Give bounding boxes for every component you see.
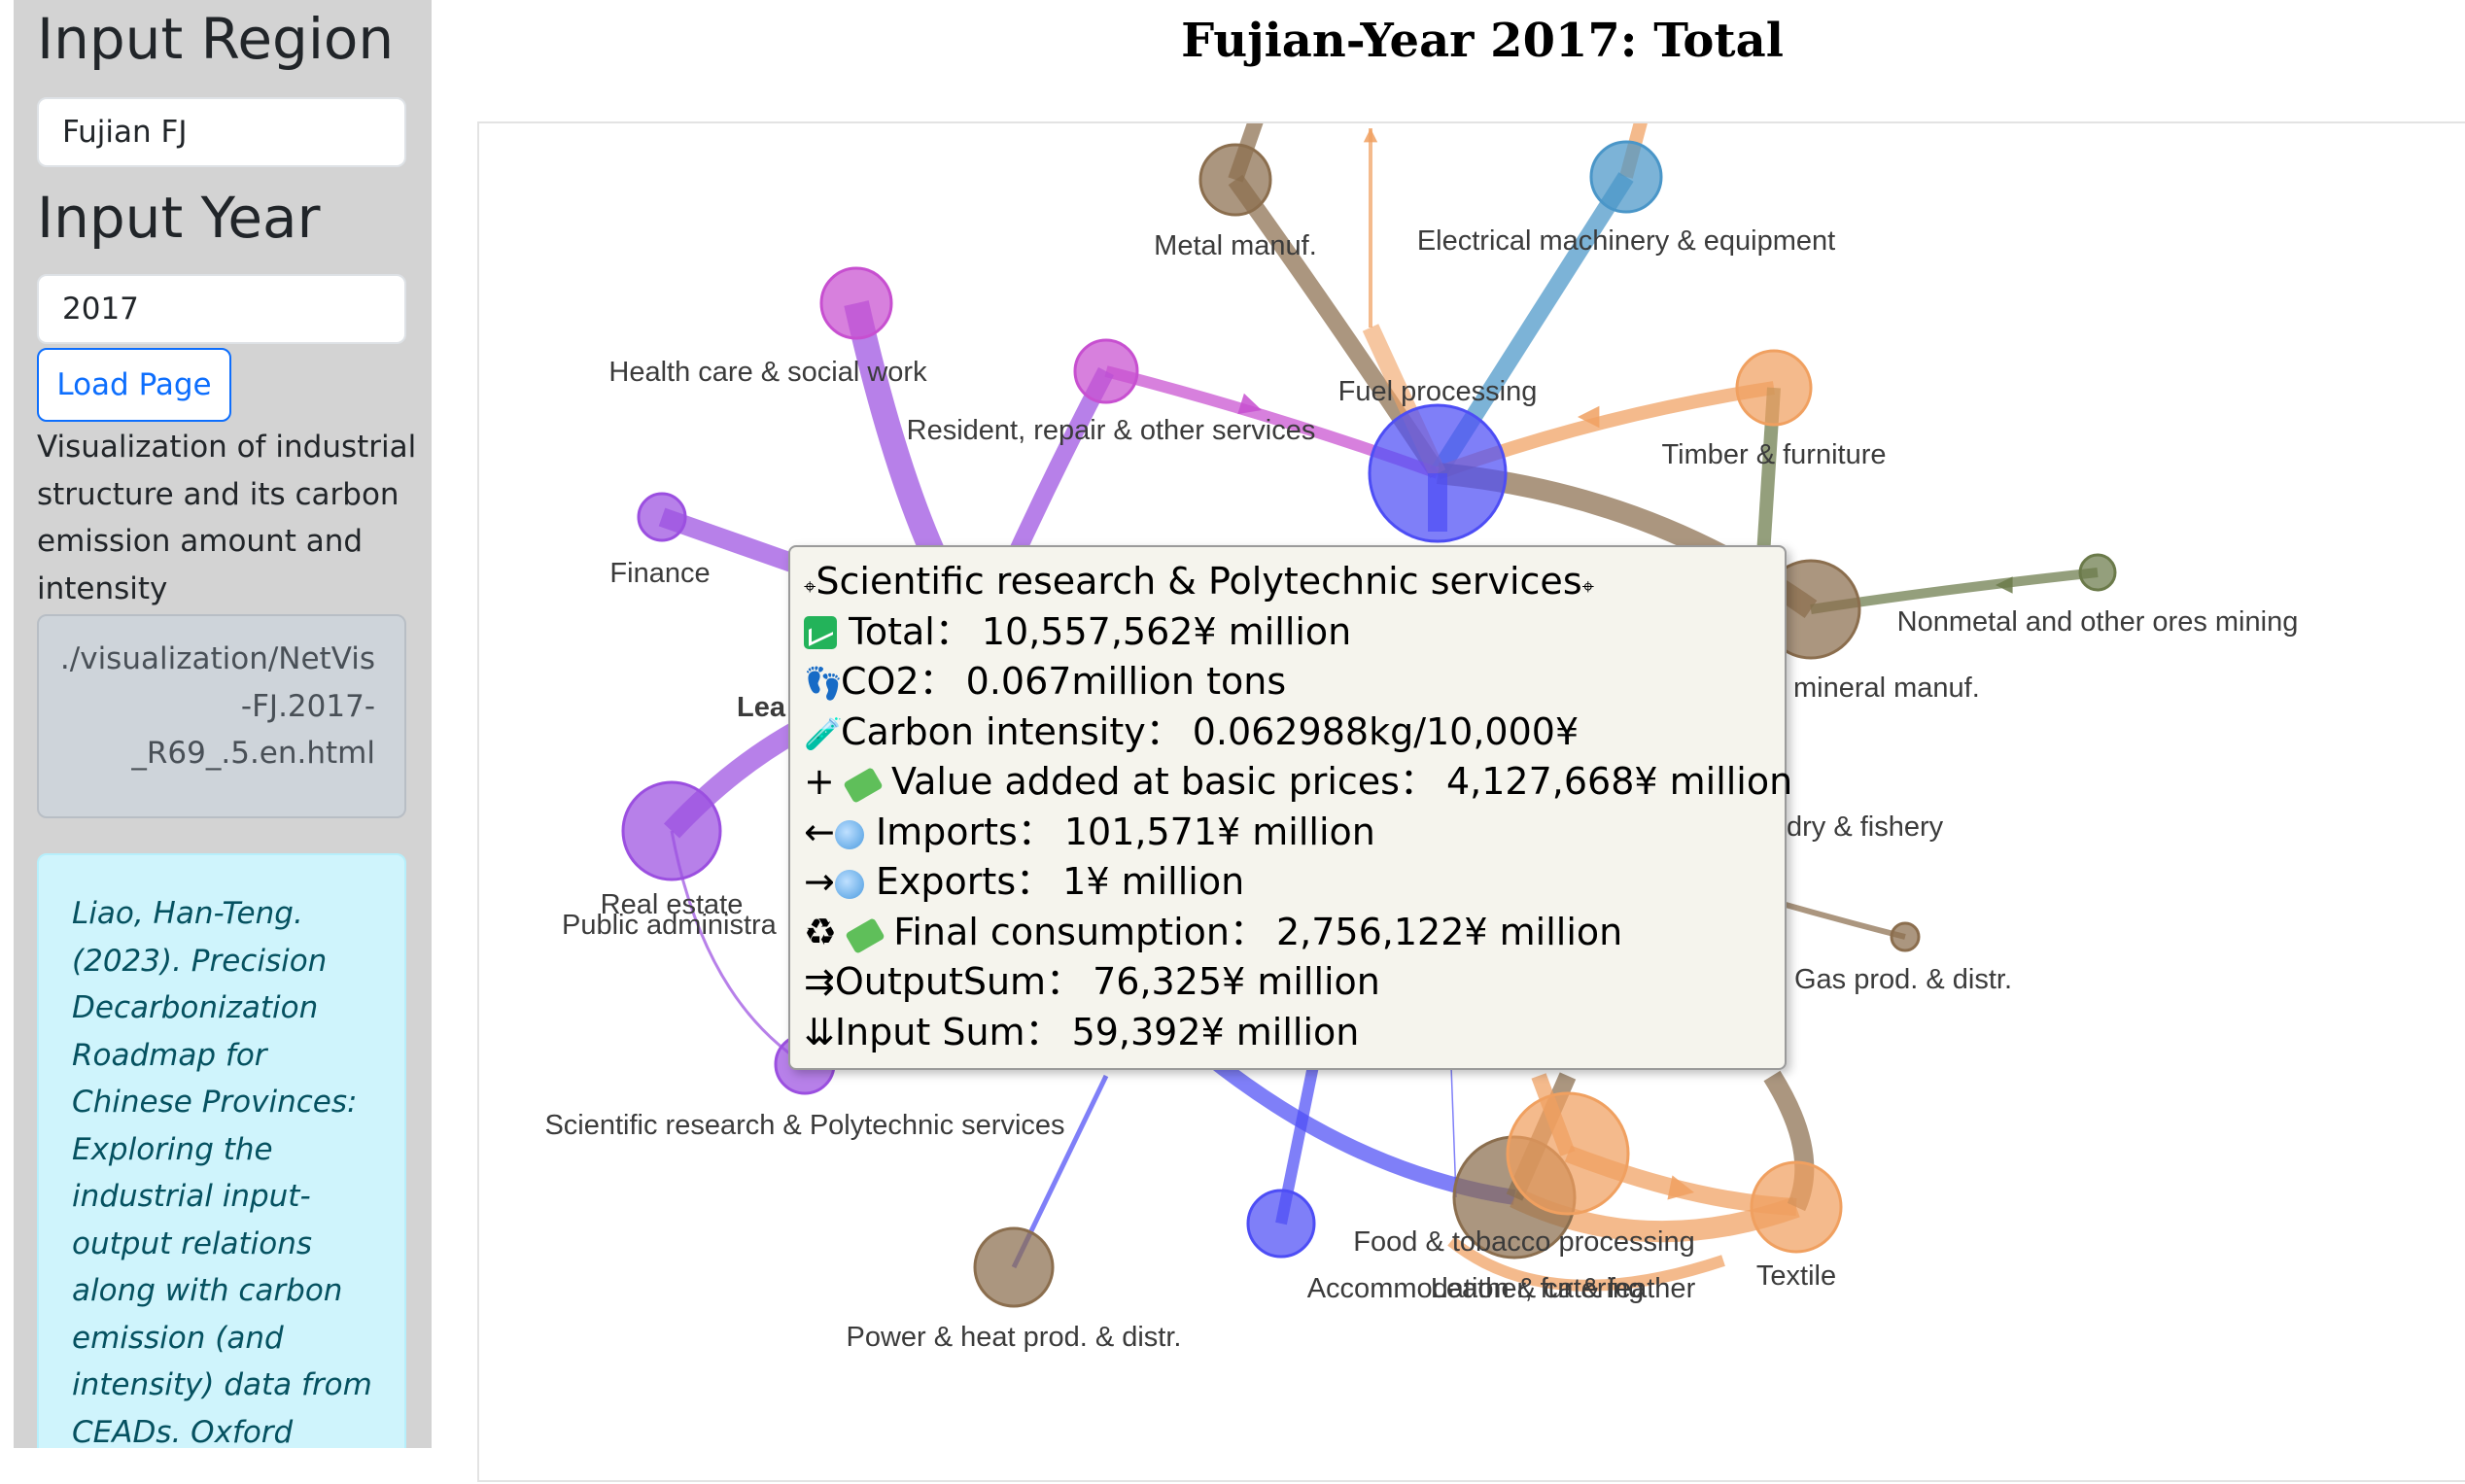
tooltip-row-carbon-intensity: 🧪Carbon intensity： 0.062988kg/10,000¥ bbox=[804, 707, 1771, 758]
tooltip-label: CO2 bbox=[841, 660, 920, 703]
node-label-mineral: mineral manuf. bbox=[1793, 673, 1980, 704]
node-timber[interactable] bbox=[1735, 349, 1813, 427]
network-graph-frame[interactable]: Metal manuf. Electrical machinery & equip… bbox=[477, 121, 2465, 1482]
globe-icon bbox=[834, 819, 864, 849]
tooltip-title-row: ⌖Scientific research & Polytechnic servi… bbox=[804, 557, 1771, 607]
edge-arrow bbox=[1578, 405, 1600, 429]
node-label-leather: Leather, fur & feather bbox=[1431, 1273, 1696, 1304]
chart-title: Fujian-Year 2017: Total bbox=[1181, 14, 1784, 68]
year-heading: Input Year bbox=[37, 185, 321, 251]
footprints-icon: 👣 bbox=[804, 665, 843, 702]
node-textile[interactable] bbox=[1750, 1160, 1843, 1254]
tooltip-row-total: Total： 10,557,562¥ million bbox=[804, 607, 1771, 658]
load-page-button[interactable]: Load Page bbox=[37, 348, 231, 422]
tooltip-value: 4,127,668¥ million bbox=[1445, 760, 1793, 803]
node-label-lea: Lea bbox=[737, 692, 786, 723]
money-icon bbox=[843, 767, 884, 804]
node-health[interactable] bbox=[819, 266, 893, 340]
tooltip-row-imports: ← Imports： 101,571¥ million bbox=[804, 808, 1771, 858]
edge-food-leather bbox=[1447, 1236, 1725, 1292]
tooltip-row-final-consumption: ♻ Final consumption： 2,756,122¥ million bbox=[804, 908, 1771, 958]
node-label-real-estate: Real estate bbox=[601, 889, 744, 920]
edge-thin-blue bbox=[1450, 1065, 1457, 1198]
node-leather[interactable] bbox=[1506, 1091, 1630, 1216]
node-label-food: Food & tobacco processing bbox=[1353, 1226, 1694, 1258]
node-label-fuel: Fuel processing bbox=[1338, 376, 1538, 407]
node-label-nonmetal-ores: Nonmetal and other ores mining bbox=[1897, 606, 2299, 638]
node-tooltip: ⌖Scientific research & Polytechnic servi… bbox=[788, 545, 1792, 1070]
year-input[interactable] bbox=[37, 274, 406, 344]
target-icon: ⌖ bbox=[804, 575, 816, 600]
tooltip-label: Final consumption bbox=[893, 910, 1230, 953]
node-nonmetal-ores[interactable] bbox=[2078, 553, 2117, 592]
tooltip-label: Exports bbox=[875, 860, 1017, 903]
node-label-scientific: Scientific research & Polytechnic servic… bbox=[544, 1110, 1064, 1141]
edge-arrow bbox=[1363, 128, 1378, 143]
node-gas[interactable] bbox=[1890, 921, 1921, 952]
node-label-accommodation: Accommodation & catering bbox=[1307, 1273, 1645, 1304]
region-heading: Input Region bbox=[37, 6, 395, 72]
tooltip-row-input-sum: ⇊Input Sum： 59,392¥ million bbox=[804, 1008, 1771, 1058]
file-path-box: ./visualization/NetVis-FJ.2017-_R69_.5.e… bbox=[37, 614, 406, 818]
node-resident[interactable] bbox=[1073, 338, 1139, 404]
region-input[interactable] bbox=[37, 97, 406, 167]
tooltip-value: 10,557,562¥ million bbox=[981, 609, 1352, 653]
node-accommodation[interactable] bbox=[1246, 1189, 1316, 1259]
money-icon bbox=[845, 916, 885, 954]
node-label-resident: Resident, repair & other services bbox=[907, 415, 1316, 446]
tooltip-row-output-sum: ⇉OutputSum： 76,325¥ million bbox=[804, 957, 1771, 1008]
tooltip-label: OutputSum bbox=[834, 960, 1047, 1003]
test-tube-icon: 🧪 bbox=[804, 714, 843, 752]
tooltip-label: Value added at basic prices bbox=[891, 760, 1400, 803]
edge-gas bbox=[1771, 898, 1906, 940]
node-label-forestry: dry & fishery bbox=[1787, 811, 1944, 843]
node-label-textile: Textile bbox=[1756, 1260, 1836, 1292]
output-arrows-icon: ⇉ bbox=[804, 960, 835, 1003]
tooltip-row-value-added: + Value added at basic prices： 4,127,668¥… bbox=[804, 757, 1792, 808]
citation-note: Liao, Han-Teng. (2023). Precision Decarb… bbox=[37, 853, 406, 1448]
input-arrows-icon: ⇊ bbox=[804, 1010, 835, 1053]
target-icon: ⌖ bbox=[1581, 575, 1595, 600]
plus-symbol: + bbox=[804, 760, 835, 803]
node-label-power: Power & heat prod. & distr. bbox=[847, 1322, 1182, 1353]
node-fuel[interactable] bbox=[1368, 403, 1508, 543]
recycle-icon: ♻ bbox=[804, 910, 838, 953]
node-finance[interactable] bbox=[637, 492, 687, 542]
node-label-health: Health care & social work bbox=[608, 357, 927, 388]
node-power[interactable] bbox=[973, 1226, 1055, 1308]
tooltip-value: 101,571¥ million bbox=[1063, 810, 1375, 853]
tooltip-label: Input Sum bbox=[834, 1010, 1025, 1053]
tooltip-value: 1¥ million bbox=[1062, 860, 1245, 903]
node-label-public-admin: Public administra bbox=[562, 910, 778, 941]
tooltip-label: Carbon intensity bbox=[841, 709, 1146, 753]
edge-arrow bbox=[1237, 393, 1262, 415]
chart-icon bbox=[804, 615, 837, 649]
tooltip-value: 59,392¥ million bbox=[1071, 1010, 1360, 1053]
node-real-estate[interactable] bbox=[621, 780, 722, 881]
edge-arrow bbox=[1667, 1175, 1694, 1200]
node-electrical[interactable] bbox=[1589, 140, 1663, 214]
description-text: Visualization of industrial structure an… bbox=[37, 430, 417, 606]
tooltip-value: 0.062988kg/10,000¥ bbox=[1192, 709, 1580, 753]
node-label-gas: Gas prod. & distr. bbox=[1794, 964, 2012, 995]
tooltip-value: 76,325¥ million bbox=[1093, 960, 1380, 1003]
tooltip-title: Scientific research & Polytechnic servic… bbox=[816, 560, 1582, 603]
right-arrow-symbol: → bbox=[804, 860, 835, 903]
node-label-finance: Finance bbox=[609, 558, 710, 589]
node-label-electrical: Electrical machinery & equipment bbox=[1417, 225, 1835, 257]
sidebar: Input Region Input Year Load Page Visual… bbox=[14, 0, 432, 1448]
node-metal[interactable] bbox=[1198, 143, 1272, 217]
tooltip-row-exports: → Exports： 1¥ million bbox=[804, 857, 1771, 908]
node-label-metal: Metal manuf. bbox=[1154, 230, 1317, 261]
tooltip-value: 0.067million tons bbox=[965, 660, 1287, 703]
globe-icon bbox=[834, 870, 864, 899]
left-arrow-symbol: ← bbox=[804, 810, 835, 853]
edge-arrow bbox=[1996, 576, 2013, 594]
tooltip-value: 2,756,122¥ million bbox=[1275, 910, 1623, 953]
tooltip-label: Imports bbox=[875, 810, 1018, 853]
tooltip-label: Total bbox=[849, 609, 935, 653]
node-label-timber: Timber & furniture bbox=[1662, 439, 1887, 470]
network-graph[interactable]: Metal manuf. Electrical machinery & equip… bbox=[479, 123, 2465, 1484]
tooltip-row-co2: 👣CO2： 0.067million tons bbox=[804, 657, 1771, 707]
